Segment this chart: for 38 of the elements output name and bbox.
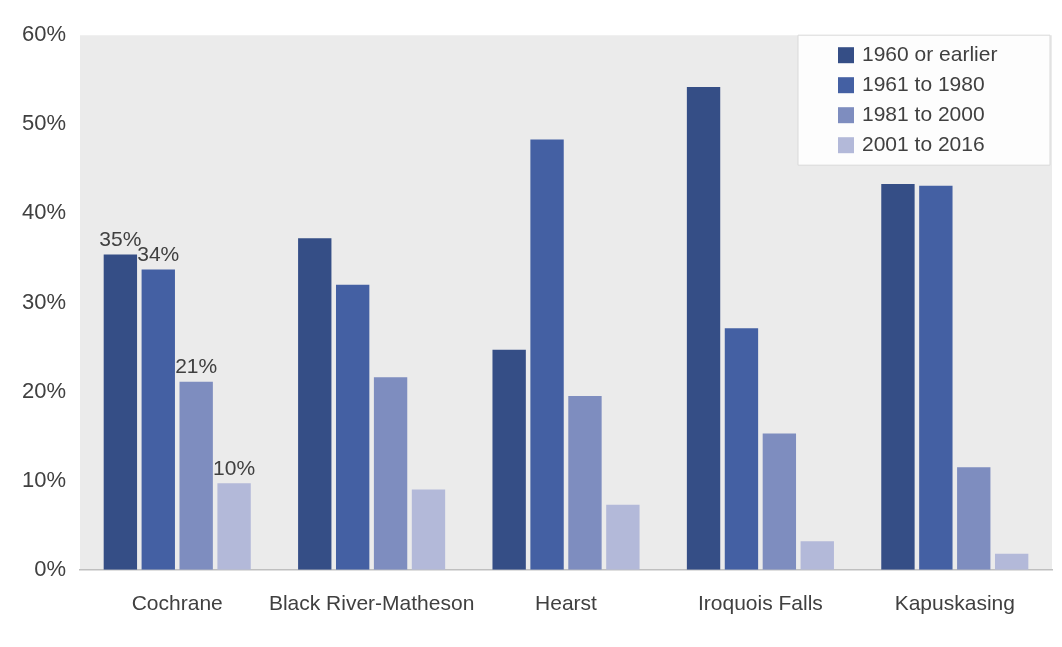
bar bbox=[530, 139, 564, 570]
y-tick-label: 30% bbox=[21, 288, 67, 314]
bar bbox=[994, 553, 1029, 570]
x-tick-label: Kapuskasing bbox=[894, 591, 1015, 615]
y-tick-label: 20% bbox=[21, 377, 67, 403]
data-label: 21% bbox=[175, 354, 218, 378]
bar bbox=[606, 504, 640, 570]
x-tick-label: Hearst bbox=[535, 591, 598, 615]
x-tick-label: Cochrane bbox=[131, 591, 223, 615]
legend-label: 2001 to 2016 bbox=[862, 132, 985, 155]
legend-label: 1961 to 1980 bbox=[862, 72, 985, 95]
legend-label: 1960 or earlier bbox=[862, 42, 998, 65]
bar bbox=[373, 377, 408, 570]
bar bbox=[568, 396, 602, 570]
bar bbox=[800, 541, 834, 570]
bar bbox=[298, 238, 332, 570]
bar bbox=[103, 254, 138, 570]
bar bbox=[686, 86, 721, 570]
bar bbox=[492, 349, 526, 570]
y-tick-label: 50% bbox=[21, 110, 67, 136]
bar bbox=[919, 185, 953, 570]
y-tick-label: 0% bbox=[34, 555, 67, 581]
x-tick-label: Black River-Matheson bbox=[268, 591, 475, 615]
bar bbox=[217, 483, 251, 570]
x-tick-label: Iroquois Falls bbox=[697, 591, 823, 615]
bar bbox=[411, 489, 446, 570]
bar bbox=[335, 284, 370, 570]
y-tick-label: 40% bbox=[21, 199, 67, 225]
bar bbox=[141, 269, 175, 570]
y-tick-label: 60% bbox=[21, 21, 67, 47]
data-label: 10% bbox=[213, 455, 256, 479]
bar bbox=[724, 328, 759, 570]
bar bbox=[179, 381, 213, 570]
bar bbox=[957, 467, 991, 570]
bar bbox=[762, 433, 797, 570]
bar bbox=[881, 184, 915, 570]
y-tick-label: 10% bbox=[21, 466, 67, 492]
legend-label: 1981 to 2000 bbox=[862, 102, 985, 125]
